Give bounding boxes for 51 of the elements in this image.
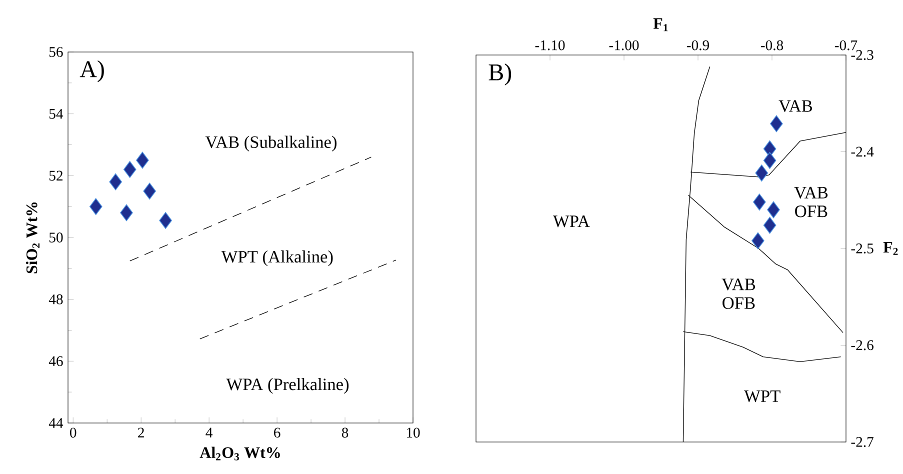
point <box>159 212 172 229</box>
point <box>136 152 149 169</box>
y-tick-label: 52 <box>49 170 62 181</box>
point <box>763 152 776 169</box>
x-tick-label: 10 <box>406 428 420 438</box>
y-tick-label: -2.3 <box>851 50 874 60</box>
annotation: WPA (Prelkaline) <box>226 378 349 394</box>
annotation: VAB OFB <box>722 278 756 309</box>
point <box>755 164 768 182</box>
y-tick-label: -2.6 <box>851 340 874 350</box>
annotation: WPT (Alkaline) <box>221 250 333 266</box>
point <box>120 204 133 222</box>
point <box>109 173 122 190</box>
x-tick-label: -0.8 <box>760 40 784 50</box>
x-axis-title: Al$_{2}$O$_{3}$ Wt% <box>200 446 280 460</box>
annotation: B) <box>488 64 512 86</box>
annotation: A) <box>80 60 104 82</box>
x-axis-title: F$_{1}$ <box>653 18 668 32</box>
point <box>767 201 780 218</box>
point <box>770 115 783 132</box>
annotation: WPA <box>553 216 590 228</box>
x-tick-label: -1.00 <box>609 40 639 50</box>
y-tick-label: 56 <box>49 47 63 57</box>
annotation: WPT <box>744 390 780 402</box>
x-tick-label: -1.10 <box>535 40 565 50</box>
x-tick-label: 6 <box>274 428 280 438</box>
point <box>123 161 136 178</box>
point <box>752 232 764 250</box>
x-tick-label: 4 <box>206 428 213 438</box>
y-tick-label: 44 <box>48 418 64 428</box>
point <box>753 194 766 210</box>
x-tick-label: 8 <box>342 428 348 438</box>
y-tick-label: -2.5 <box>851 244 874 254</box>
annotation: VAB <box>778 100 812 112</box>
x-tick-label: 2 <box>138 428 144 438</box>
x-tick-label: 0 <box>70 428 76 438</box>
y-tick-label: 50 <box>49 232 63 242</box>
y-axis-title: F$_{2}$ <box>883 242 898 255</box>
point <box>143 182 156 200</box>
annotation: VAB (Subalkaline) <box>205 136 336 152</box>
x-tick-label: -0.9 <box>686 40 710 50</box>
annotation: VAB OFB <box>794 186 828 218</box>
y-tick-label: 54 <box>49 108 64 119</box>
y-tick-label: 46 <box>48 356 63 366</box>
y-tick-label: 48 <box>48 294 63 304</box>
point <box>89 198 102 215</box>
y-axis-title: SiO$_{2}$ Wt% <box>26 202 40 274</box>
y-tick-label: -2.7 <box>851 437 874 447</box>
y-tick-label: -2.4 <box>851 146 874 157</box>
x-tick-label: -0.7 <box>834 40 858 50</box>
point <box>763 216 776 234</box>
